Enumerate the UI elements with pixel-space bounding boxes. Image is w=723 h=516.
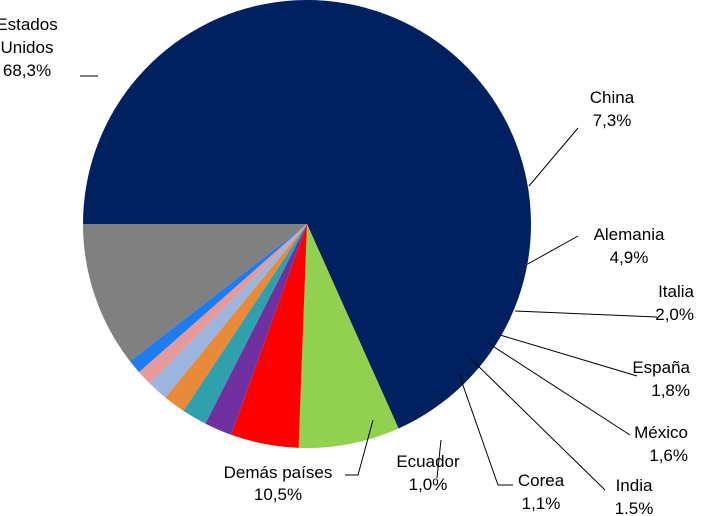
leader-line-espana — [499, 334, 638, 377]
leader-lines — [80, 75, 658, 491]
pie-slice-mexico — [165, 224, 307, 411]
slice-value-india: 1.5% — [615, 499, 654, 516]
pie-slice-india — [149, 224, 307, 398]
slice-value-alemania: 4,9% — [610, 248, 649, 267]
leader-line-corea — [458, 373, 513, 486]
pie-slice-demas-paises — [83, 224, 307, 362]
pie-slice-corea — [138, 224, 307, 384]
leader-line-italia — [514, 310, 658, 318]
leader-line-india — [469, 357, 606, 491]
slice-value-demas-paises: 10,5% — [254, 485, 302, 504]
pie-slices — [83, 0, 531, 448]
slice-label-ecuador: Ecuador — [396, 452, 460, 471]
pie-slice-alemania — [231, 224, 307, 448]
slice-label-estados-unidos: Estados — [0, 15, 58, 34]
slice-label-india: India — [616, 476, 653, 495]
slice-label-alemania: Alemania — [594, 225, 665, 244]
slice-label-estados-unidos: Unidos — [1, 38, 54, 57]
leader-line-demas-paises — [345, 419, 374, 476]
slice-label-corea: Corea — [518, 471, 565, 490]
leader-line-mexico — [487, 342, 631, 436]
slice-label-demas-paises: Demás países — [224, 463, 333, 482]
leader-line-china — [528, 127, 579, 187]
slice-value-mexico: 1,6% — [649, 446, 688, 465]
pie-slice-italia — [205, 224, 307, 435]
slice-value-estados-unidos: 68,3% — [3, 61, 51, 80]
slice-value-corea: 1,1% — [522, 494, 561, 513]
slice-label-espana: España — [632, 358, 690, 377]
pie-slice-espana — [183, 224, 307, 424]
pie-slice-estados-unidos — [83, 0, 531, 429]
slice-value-china: 7,3% — [593, 111, 632, 130]
pie-slice-china — [298, 224, 399, 448]
slice-value-ecuador: 1,0% — [409, 475, 448, 494]
slice-value-italia: 2,0% — [655, 305, 694, 324]
pie-slice-ecuador — [130, 224, 307, 373]
slice-label-mexico: México — [634, 423, 688, 442]
slice-value-espana: 1,8% — [651, 381, 690, 400]
leader-line-ecuador — [436, 439, 442, 479]
slice-label-china: China — [590, 88, 635, 107]
leader-line-alemania — [525, 235, 579, 266]
slice-label-italia: Italia — [658, 282, 694, 301]
slice-labels: Estados Unidos 68,3% China 7,3% Alemania 4,9% I… — [0, 15, 695, 516]
